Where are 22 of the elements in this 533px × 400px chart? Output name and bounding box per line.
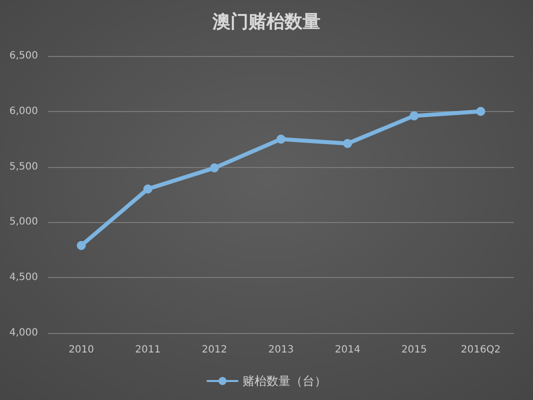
legend-label: 赌枱数量（台） xyxy=(242,374,326,388)
x-tick-label: 2015 xyxy=(401,344,427,356)
point xyxy=(410,111,419,120)
point xyxy=(343,139,352,148)
y-tick-label: 5,500 xyxy=(9,161,38,172)
x-tick-label: 2014 xyxy=(334,344,360,356)
x-tick-label: 2011 xyxy=(135,344,161,356)
chart-title: 澳门赌枱数量 xyxy=(212,12,320,32)
point xyxy=(476,106,486,116)
y-tick-label: 4,000 xyxy=(9,328,38,338)
x-tick-label: 2010 xyxy=(68,344,94,356)
y-tick-label: 6,500 xyxy=(9,50,38,62)
point xyxy=(76,240,86,250)
y-tick-label: 4,500 xyxy=(9,272,38,284)
x-tick-label: 2013 xyxy=(268,344,294,356)
x-tick-label: 2012 xyxy=(202,344,228,356)
x-tick-label: 2016Q2 xyxy=(460,344,501,356)
y-tick-label: 6,000 xyxy=(9,106,38,117)
point xyxy=(143,184,152,194)
point xyxy=(210,163,219,172)
point xyxy=(276,134,286,144)
y-tick-label: 5,000 xyxy=(9,216,38,228)
